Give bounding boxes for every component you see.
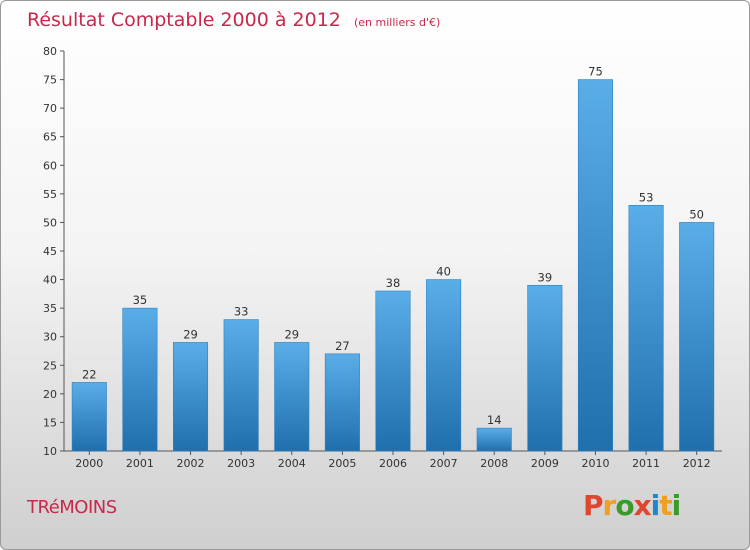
- y-tick-label: 70: [43, 102, 57, 115]
- bar-value-label: 14: [487, 413, 502, 427]
- y-tick-label: 30: [43, 331, 57, 344]
- x-tick-label: 2002: [177, 457, 205, 470]
- y-tick-label: 25: [43, 359, 57, 372]
- bar-value-label: 33: [234, 305, 249, 319]
- bar: [122, 307, 158, 452]
- y-tick-label: 55: [43, 188, 57, 201]
- logo-letter: i: [671, 489, 682, 522]
- bar: [274, 342, 310, 452]
- title-main: Résultat Comptable 2000 à 2012: [27, 9, 341, 31]
- y-tick-label: 50: [43, 216, 57, 229]
- bar: [577, 79, 613, 452]
- y-tick-label: 80: [43, 45, 57, 58]
- x-tick-label: 2010: [581, 457, 609, 470]
- x-tick-label: 2005: [328, 457, 356, 470]
- x-tick-label: 2000: [75, 457, 103, 470]
- x-tick-label: 2009: [531, 457, 559, 470]
- bar-value-label: 53: [639, 190, 654, 204]
- x-tick-label: 2006: [379, 457, 407, 470]
- logo-letter: t: [659, 489, 672, 522]
- bar-value-label: 35: [133, 293, 148, 307]
- bar-value-label: 50: [689, 207, 704, 221]
- logo-letter: i: [650, 489, 661, 522]
- bar: [679, 222, 715, 452]
- x-tick-label: 2008: [480, 457, 508, 470]
- chart-title: Résultat Comptable 2000 à 2012 (en milli…: [27, 9, 440, 31]
- logo-letter: x: [633, 489, 652, 522]
- x-tick-label: 2012: [683, 457, 711, 470]
- bar: [476, 427, 512, 452]
- bar-value-label: 27: [335, 339, 350, 353]
- bar-value-label: 75: [588, 65, 603, 79]
- bar: [71, 382, 107, 452]
- y-tick-label: 15: [43, 416, 57, 429]
- bar-value-label: 22: [82, 367, 97, 381]
- bar-value-label: 29: [183, 327, 198, 341]
- bar: [426, 279, 462, 452]
- y-tick-label: 45: [43, 245, 57, 258]
- x-tick-label: 2001: [126, 457, 154, 470]
- bar-value-label: 29: [284, 327, 299, 341]
- y-tick-label: 40: [43, 274, 57, 287]
- y-tick-label: 35: [43, 302, 57, 315]
- bar: [324, 353, 360, 452]
- x-tick-label: 2011: [632, 457, 660, 470]
- x-tick-label: 2007: [430, 457, 458, 470]
- bar: [375, 290, 411, 452]
- bar: [527, 284, 563, 452]
- x-tick-label: 2004: [278, 457, 306, 470]
- logo-letter: o: [615, 489, 634, 522]
- bar: [173, 342, 209, 452]
- proxiti-logo[interactable]: Proxiti: [583, 489, 682, 522]
- y-tick-label: 65: [43, 131, 57, 144]
- y-tick-label: 10: [43, 445, 57, 458]
- bar: [223, 319, 259, 452]
- y-tick-label: 75: [43, 74, 57, 87]
- x-tick-label: 2003: [227, 457, 255, 470]
- title-subtitle: (en milliers d'€): [353, 16, 441, 29]
- bars: 22 35 29 33 29 27 38 40 14 39 75 53 50: [71, 65, 715, 452]
- bar: [628, 204, 664, 452]
- y-tick-label: 60: [43, 159, 57, 172]
- town-name: TRéMOINS: [27, 497, 117, 518]
- bar-value-label: 40: [436, 265, 451, 279]
- logo-letter: P: [583, 489, 604, 522]
- logo-letter: r: [602, 489, 617, 522]
- y-tick-label: 20: [43, 388, 57, 401]
- bar-value-label: 39: [538, 270, 553, 284]
- bar-value-label: 38: [386, 276, 401, 290]
